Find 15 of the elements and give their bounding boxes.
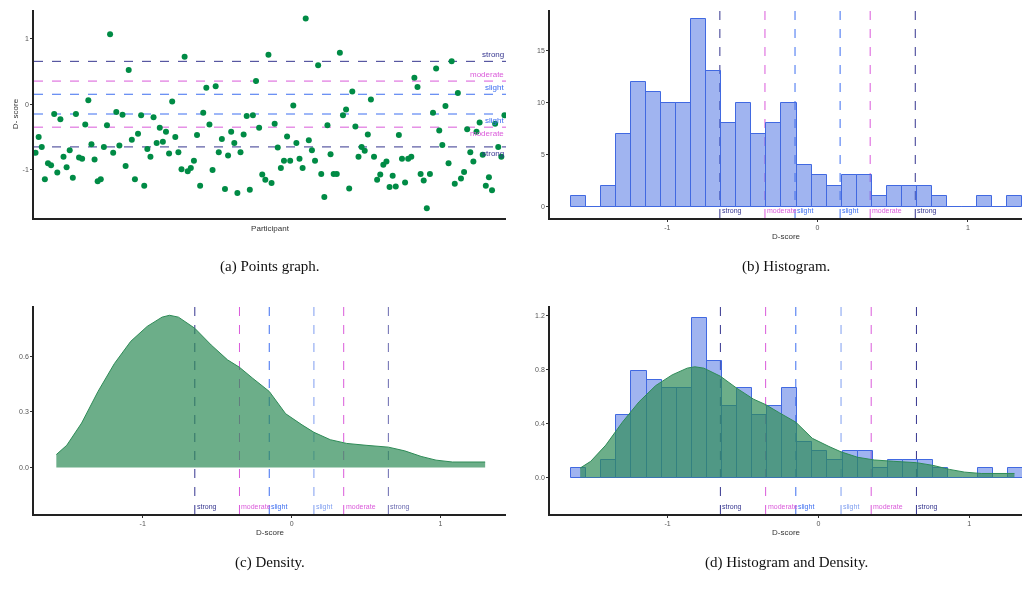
- ref-line-label: strong: [482, 50, 505, 59]
- text: (c) Density.: [235, 554, 305, 571]
- text: (a) Points graph.: [220, 258, 320, 275]
- text: (d) Histogram and Density.: [705, 554, 869, 571]
- ref-line-label: strong: [482, 149, 505, 158]
- ref-line-label: moderate: [470, 70, 505, 79]
- x-axis-title: D-score: [771, 231, 801, 241]
- x-axis-title: D-score: [255, 527, 285, 537]
- x-axis-title: D-score: [771, 527, 801, 537]
- ref-line-label: moderate: [470, 129, 505, 138]
- text: (b) Histogram.: [742, 258, 831, 275]
- y-axis-title: D- score: [10, 98, 20, 130]
- x-axis-title: Participant: [251, 223, 290, 233]
- ref-line-label: slight: [485, 83, 505, 92]
- ref-line-label: slight: [485, 116, 505, 125]
